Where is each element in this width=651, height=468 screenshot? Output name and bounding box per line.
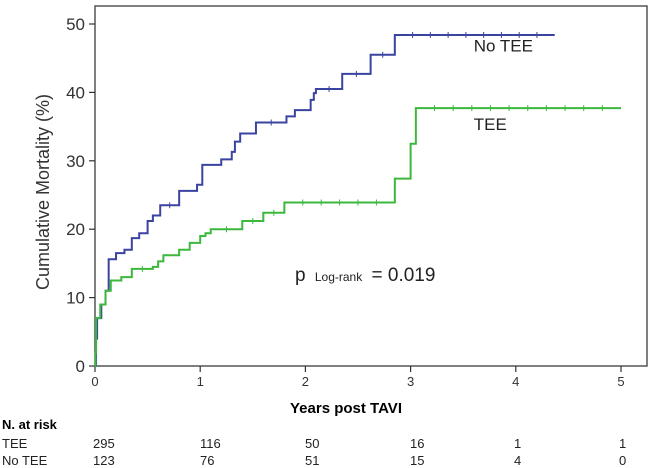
at-risk-value: 50 — [305, 436, 320, 451]
km-chart: 0 10 20 30 40 50 0 1 2 3 4 5 No TEE TEE Cumulative … — [33, 5, 648, 389]
series-line-no-tee — [95, 33, 555, 367]
at-risk-value: 4 — [514, 453, 522, 468]
p-prefix: p — [295, 265, 306, 286]
y-tick-label: 10 — [66, 289, 85, 308]
x-axis-label: Years post TAVI — [290, 400, 402, 417]
label-tee: TEE — [474, 115, 507, 134]
plot-border — [94, 5, 648, 367]
x-tick-label: 2 — [302, 374, 309, 389]
x-axis: 0 1 2 3 4 5 — [91, 366, 625, 389]
at-risk-row-label: TEE — [2, 436, 28, 451]
at-risk-value: 116 — [200, 436, 221, 451]
y-tick-label: 40 — [66, 83, 85, 102]
y-tick-label: 50 — [66, 15, 85, 34]
x-tick-label: 1 — [197, 374, 204, 389]
p-value-annotation: p Log-rank = 0.019 — [295, 265, 435, 286]
p-value: = 0.019 — [372, 265, 436, 286]
plot-frame — [94, 5, 648, 367]
at-risk-value: 295 — [93, 436, 115, 451]
at-risk-value: 76 — [200, 453, 215, 468]
series-group — [94, 31, 621, 367]
label-no-tee: No TEE — [474, 36, 533, 55]
y-axis: 0 10 20 30 40 50 — [66, 15, 95, 376]
x-tick-label: 4 — [512, 374, 519, 389]
at-risk-title: N. at risk — [2, 417, 57, 432]
at-risk-row-label: No TEE — [2, 453, 48, 468]
at-risk-value: 51 — [305, 453, 320, 468]
x-tick-label: 0 — [91, 374, 98, 389]
x-tick-label: 5 — [617, 374, 624, 389]
y-tick-label: 30 — [66, 152, 85, 171]
p-subscript: Log-rank — [315, 270, 363, 284]
at-risk-value: 1 — [514, 436, 522, 451]
y-tick-label: 0 — [76, 357, 85, 376]
at-risk-value: 123 — [93, 453, 115, 468]
y-axis-label: Cumulative Mortality (%) — [33, 94, 53, 290]
at-risk-value: 0 — [619, 453, 627, 468]
at-risk-value: 15 — [410, 453, 425, 468]
x-tick-label: 3 — [407, 374, 414, 389]
y-tick-label: 20 — [66, 220, 85, 239]
at-risk-value: 1 — [619, 436, 627, 451]
series-line-tee — [94, 107, 621, 367]
series-labels: No TEE TEE — [474, 36, 533, 134]
at-risk-value: 16 — [410, 436, 425, 451]
